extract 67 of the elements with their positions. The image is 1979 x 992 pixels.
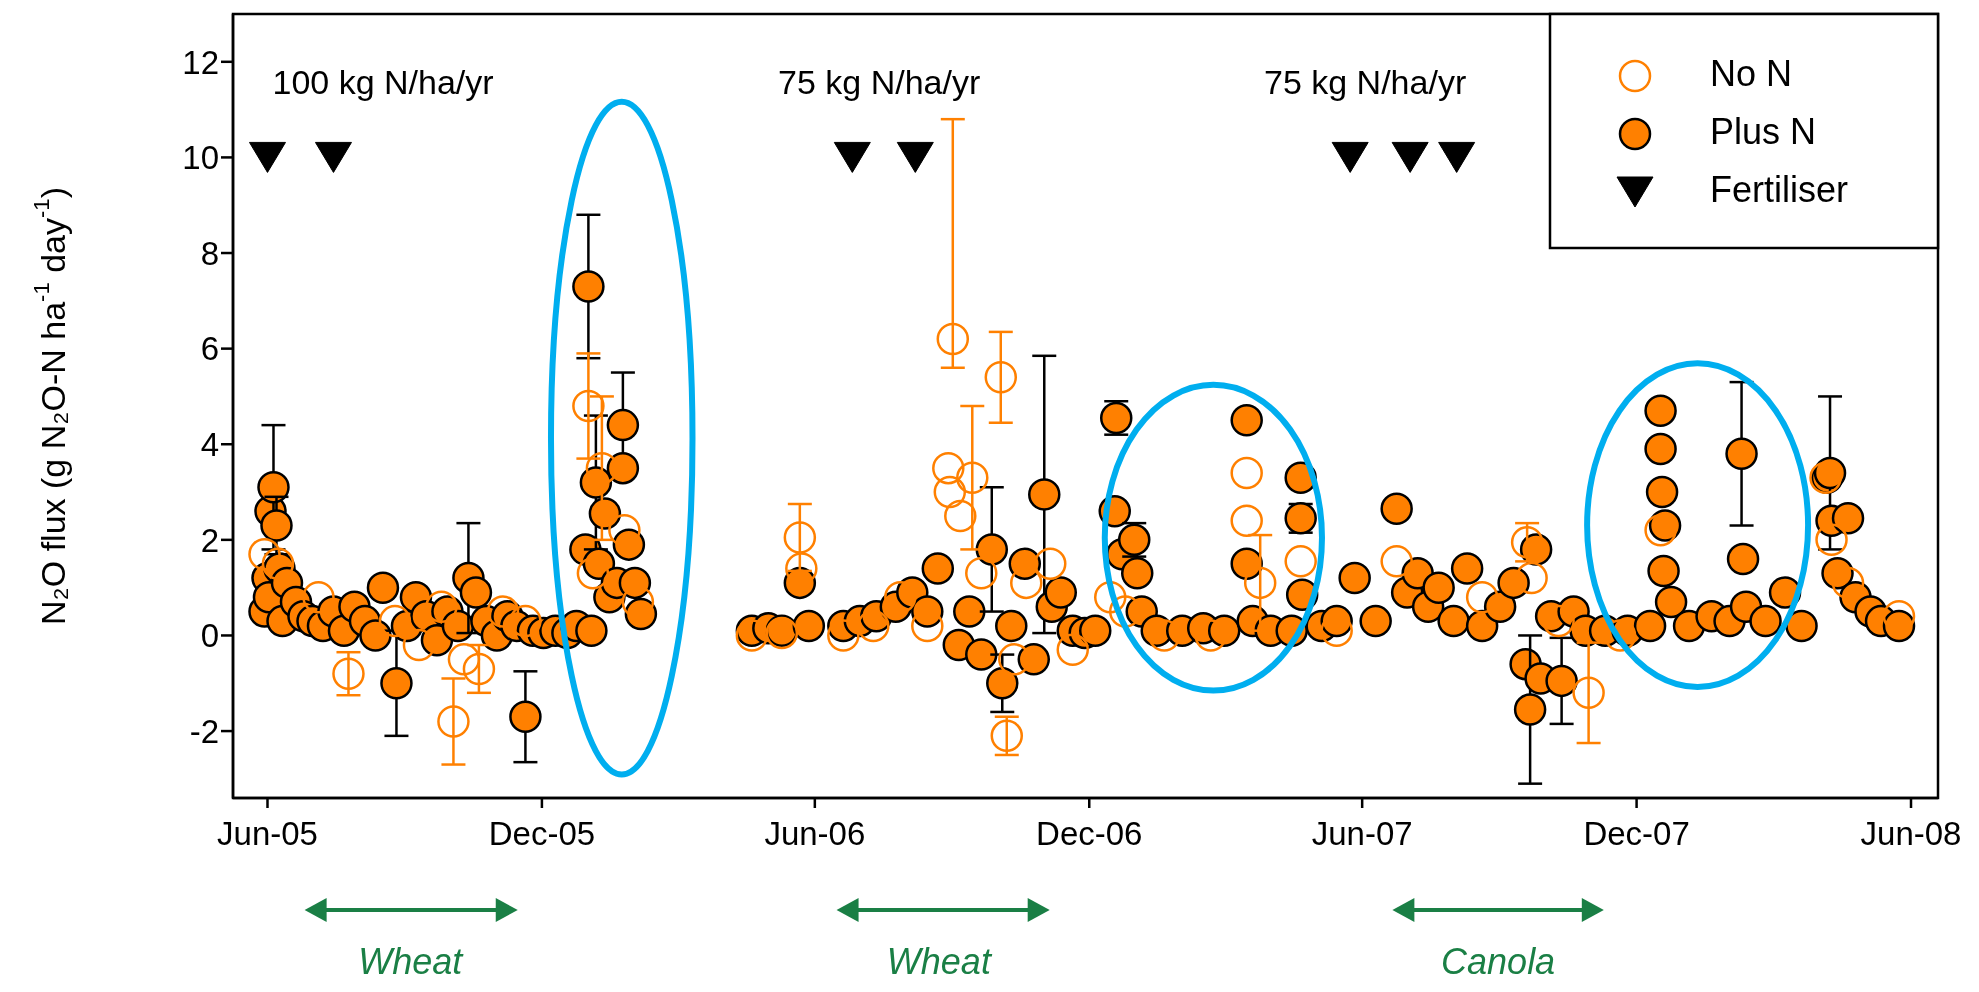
point	[576, 557, 610, 590]
text: Canola	[1441, 940, 1556, 982]
point	[1034, 547, 1067, 581]
y-tick-label: 4	[200, 425, 219, 463]
point	[1380, 545, 1413, 578]
point	[833, 141, 871, 173]
point	[437, 705, 470, 738]
legend-label: Fertiliser	[1710, 168, 1849, 210]
point	[1465, 580, 1499, 614]
annotation: 100 kg N/ha/yr	[272, 63, 494, 102]
point	[965, 557, 998, 590]
point	[827, 619, 860, 652]
x-tick-label: Jun-07	[1311, 815, 1413, 853]
point	[735, 619, 769, 652]
point	[1438, 141, 1476, 173]
point	[896, 141, 934, 173]
x-tick-label: Dec-06	[1036, 815, 1143, 853]
point	[302, 580, 335, 614]
point	[1230, 456, 1263, 490]
annotation: 75 kg N/ha/yr	[1264, 63, 1467, 102]
text: Wheat	[886, 940, 993, 982]
point	[1056, 633, 1089, 667]
point	[486, 595, 520, 628]
y-tick-label: 0	[200, 617, 219, 655]
point	[314, 141, 352, 173]
x-tick-label: Dec-07	[1583, 815, 1690, 853]
text: Wheat	[358, 940, 465, 982]
point	[1515, 561, 1548, 595]
point	[932, 451, 965, 485]
y-tick-label: -2	[189, 712, 219, 750]
point	[783, 521, 817, 554]
point	[332, 657, 365, 690]
annotation: 75 kg N/ha/yr	[778, 63, 981, 102]
y-tick-label: 10	[182, 139, 219, 177]
point	[1230, 504, 1263, 537]
point	[1331, 141, 1369, 173]
point	[936, 322, 970, 356]
point	[956, 461, 989, 494]
point	[1572, 676, 1605, 710]
point	[608, 514, 641, 547]
point	[1644, 514, 1677, 547]
point	[984, 361, 1018, 394]
x-tick-label: Jun-08	[1860, 815, 1962, 853]
y-tick-label: 2	[200, 521, 219, 559]
point	[447, 643, 481, 676]
point	[261, 547, 295, 581]
legend-label: No N	[1710, 52, 1793, 94]
y-tick-label: 6	[200, 330, 219, 368]
point	[933, 475, 967, 509]
point	[248, 141, 286, 173]
legend-label: Plus N	[1710, 110, 1817, 152]
point	[1284, 545, 1317, 578]
y-tick-label: 8	[200, 234, 219, 272]
point	[462, 652, 496, 686]
point	[378, 604, 412, 638]
x-tick-label: Dec-05	[488, 815, 596, 853]
point	[248, 537, 281, 571]
point	[857, 609, 890, 643]
x-tick-label: Jun-06	[764, 815, 866, 853]
y-tick-label: 12	[182, 43, 219, 81]
point	[1243, 566, 1277, 600]
point	[572, 389, 605, 423]
point	[402, 628, 436, 662]
x-tick-label: Jun-05	[217, 815, 318, 853]
point	[1815, 523, 1848, 557]
point	[944, 499, 977, 533]
point	[1391, 141, 1429, 173]
